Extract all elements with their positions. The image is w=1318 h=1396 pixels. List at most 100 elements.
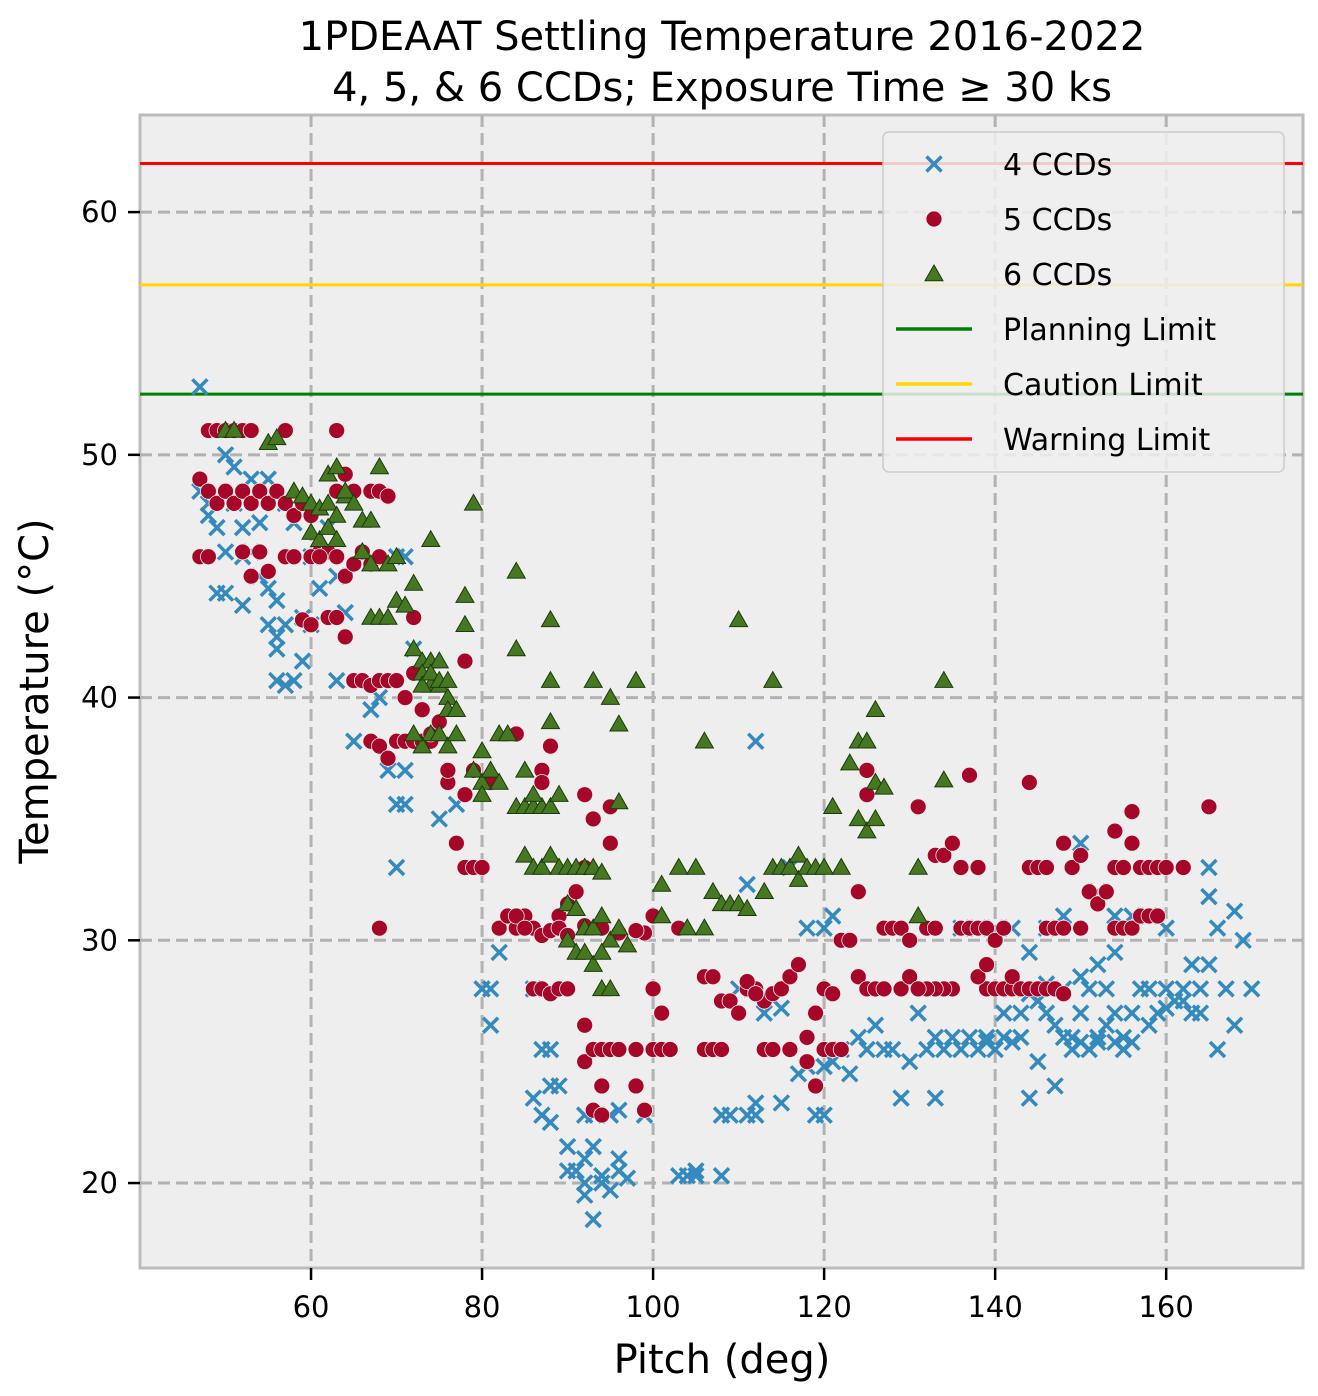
data-point [456, 652, 474, 670]
data-point [387, 858, 406, 877]
data-point [558, 1137, 577, 1156]
legend-label: Caution Limit [1003, 368, 1203, 403]
data-point [1071, 834, 1090, 852]
data-point [1063, 1028, 1081, 1047]
data-point [583, 954, 604, 972]
legend-label: Warning Limit [1003, 423, 1210, 458]
data-point [653, 1004, 671, 1022]
data-point [730, 1004, 748, 1022]
data-point [1174, 859, 1192, 876]
legend-label: 4 CCDs [1003, 148, 1112, 183]
data-point [542, 737, 559, 755]
data-point [952, 859, 970, 876]
data-point [591, 942, 612, 960]
data-point [446, 699, 467, 717]
y-axis-label: Temperature (°C) [12, 518, 58, 864]
data-point [1106, 1004, 1124, 1022]
data-point [994, 1004, 1013, 1022]
data-point [396, 689, 414, 706]
legend-label: 6 CCDs [1003, 258, 1112, 293]
data-point [524, 1089, 543, 1107]
data-point [251, 543, 269, 561]
data-point [584, 1137, 602, 1156]
data-point [814, 857, 834, 875]
data-point [917, 1040, 936, 1059]
data-point [1003, 968, 1021, 986]
data-point [379, 487, 397, 505]
data-point [559, 980, 576, 998]
data-point [1157, 999, 1175, 1018]
data-point [217, 482, 234, 500]
data-point [429, 651, 450, 669]
data-point [259, 579, 278, 598]
data-point [831, 857, 852, 875]
data-point [242, 422, 260, 439]
data-point [386, 546, 407, 565]
data-point [1038, 859, 1055, 876]
data-point [268, 671, 286, 690]
data-point [540, 796, 561, 815]
data-point [259, 562, 277, 580]
data-point [395, 595, 415, 613]
data-point [593, 1077, 611, 1095]
data-point [1071, 1033, 1090, 1051]
data-point [858, 1040, 876, 1059]
data-point [292, 486, 313, 504]
data-point [405, 609, 423, 626]
data-point [541, 1040, 560, 1059]
data-point [412, 675, 433, 693]
data-point [832, 1041, 850, 1058]
data-point [609, 918, 629, 936]
data-point [627, 922, 645, 939]
data-point [446, 723, 467, 742]
data-point [234, 482, 252, 500]
data-point [713, 1041, 730, 1058]
data-point [1003, 1033, 1021, 1051]
data-point [1097, 1016, 1116, 1035]
data-point [224, 420, 244, 438]
data-point [1072, 846, 1090, 864]
data-point [343, 493, 364, 511]
data-point [208, 494, 226, 512]
data-point [978, 956, 995, 973]
data-point [233, 518, 252, 537]
data-point [259, 616, 278, 634]
data-point [403, 573, 424, 591]
x-tick-label: 60 [293, 1290, 330, 1324]
data-point [1029, 1052, 1047, 1071]
data-point [1072, 919, 1090, 937]
data-point [764, 1041, 782, 1058]
data-point [378, 607, 398, 625]
data-point [935, 1040, 953, 1059]
data-point [865, 699, 886, 717]
legend-marker [925, 155, 943, 173]
data-point [601, 1181, 620, 1200]
data-point [396, 795, 414, 814]
data-point [285, 507, 303, 524]
data-point [311, 548, 328, 566]
data-point [429, 723, 450, 742]
data-point [969, 968, 987, 986]
data-point [780, 857, 800, 875]
data-point [481, 1016, 500, 1035]
data-point [969, 859, 987, 876]
data-point [875, 980, 893, 998]
data-point [901, 931, 919, 949]
data-point [841, 1065, 859, 1083]
data-point [336, 567, 354, 585]
x-tick-label: 80 [464, 1290, 501, 1324]
data-point [1234, 931, 1252, 950]
data-point [618, 1169, 637, 1187]
data-point [1071, 967, 1090, 986]
data-point [574, 942, 595, 960]
data-point [1089, 895, 1107, 913]
data-point [540, 845, 561, 863]
data-point [497, 723, 518, 742]
data-point [952, 1040, 970, 1059]
data-point [362, 700, 380, 719]
data-point [627, 1041, 645, 1058]
data-point [328, 422, 346, 439]
data-point [463, 760, 484, 778]
data-point [839, 753, 860, 771]
